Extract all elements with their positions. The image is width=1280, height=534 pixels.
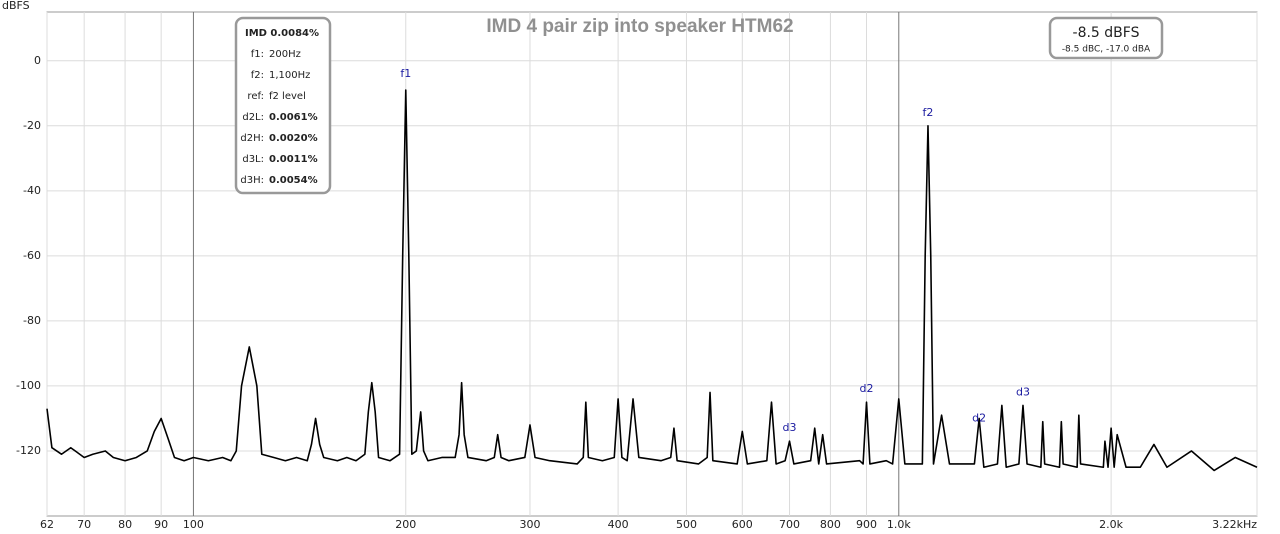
- info-label: d3L:: [242, 154, 264, 165]
- spectrum-line: [46, 89, 1258, 472]
- x-tick-label: 100: [183, 518, 204, 531]
- info-value: f2 level: [269, 91, 306, 102]
- info-value: 0.0061%: [269, 112, 318, 123]
- x-tick-label: 300: [519, 518, 540, 531]
- y-tick-label: -60: [23, 249, 41, 262]
- info-value: 1,100Hz: [269, 70, 310, 81]
- level-box-frame: [1048, 16, 1164, 60]
- x-tick-label: 62: [40, 518, 54, 531]
- y-tick-label: -20: [23, 119, 41, 132]
- x-tick-label: 800: [820, 518, 841, 531]
- x-tick-label: 2.0k: [1099, 518, 1123, 531]
- x-tick-label: 500: [676, 518, 697, 531]
- y-tick-label: -100: [16, 379, 41, 392]
- level-box: -8.5 dBFS -8.5 dBC, -17.0 dBA: [1048, 16, 1164, 60]
- info-label: f1:: [251, 49, 264, 60]
- y-tick-label: -40: [23, 184, 41, 197]
- x-tick-label: 600: [732, 518, 753, 531]
- info-label: d2H:: [240, 133, 264, 144]
- info-value: 0.0054%: [269, 175, 318, 186]
- x-tick-label: 70: [77, 518, 91, 531]
- info-label: ref:: [247, 91, 264, 102]
- peak-annotation: d2: [860, 382, 874, 395]
- level-main: -8.5 dBFS: [1073, 25, 1140, 41]
- x-tick-label: 1.0k: [887, 518, 911, 531]
- peak-annotation: d2: [972, 411, 986, 424]
- info-label: d3H:: [240, 175, 264, 186]
- peak-annotation: d3: [1016, 385, 1030, 398]
- x-tick-label: 3.22kHz: [1212, 518, 1257, 531]
- info-box: IMD 0.0084% f1: 200Hz f2: 1,100Hz ref: f2 lev…: [234, 16, 332, 195]
- peak-annotation: d3: [783, 421, 797, 434]
- x-tick-label: 900: [856, 518, 877, 531]
- info-box-frame: [234, 16, 332, 195]
- y-axis-label: dBFS: [2, 0, 30, 12]
- peak-annotation: f2: [923, 106, 934, 119]
- x-tick-label: 200: [395, 518, 416, 531]
- level-sub: -8.5 dBC, -17.0 dBA: [1062, 45, 1151, 55]
- peak-annotation: f1: [400, 67, 411, 80]
- x-tick-label: 80: [118, 518, 132, 531]
- x-tick-label: 700: [779, 518, 800, 531]
- info-value: 0.0020%: [269, 133, 318, 144]
- y-tick-label: -80: [23, 314, 41, 327]
- y-tick-label: 0: [34, 54, 41, 67]
- chart-title: IMD 4 pair zip into speaker HTM62: [486, 16, 793, 37]
- x-tick-label: 90: [154, 518, 168, 531]
- info-header: IMD 0.0084%: [245, 28, 319, 39]
- plot-area: [46, 11, 1258, 517]
- info-value: 0.0011%: [269, 154, 318, 165]
- info-label: d2L:: [242, 112, 264, 123]
- info-value: 200Hz: [269, 49, 301, 60]
- y-tick-label: -120: [16, 444, 41, 457]
- x-tick-label: 400: [608, 518, 629, 531]
- info-label: f2:: [251, 70, 264, 81]
